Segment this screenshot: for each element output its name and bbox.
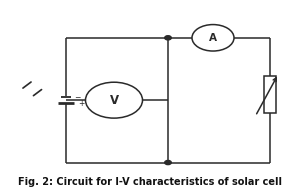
Circle shape [85,82,142,118]
Circle shape [165,36,171,40]
Text: Fig. 2: Circuit for I-V characteristics of solar cell: Fig. 2: Circuit for I-V characteristics … [18,177,282,187]
Bar [264,76,276,113]
Text: A: A [209,33,217,43]
Text: −: − [74,93,81,102]
Text: +: + [78,98,84,108]
Text: V: V [110,94,118,107]
Circle shape [165,160,171,165]
Circle shape [192,25,234,51]
